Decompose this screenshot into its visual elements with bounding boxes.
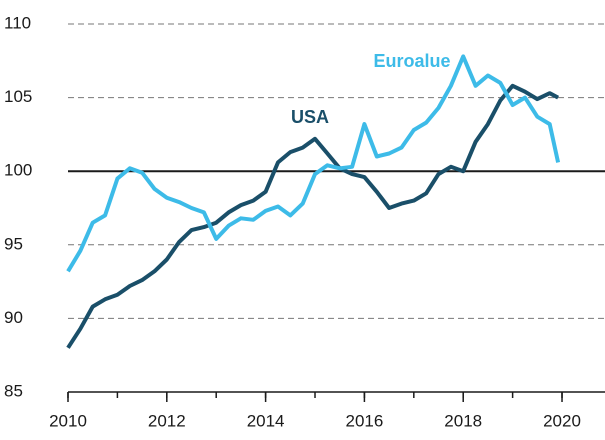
x-tick-label: 2016: [345, 411, 383, 430]
y-tick-label: 100: [4, 161, 32, 180]
series-line: [66, 54, 561, 273]
x-tick-label: 2018: [444, 411, 482, 430]
x-tick-label: 2014: [247, 411, 285, 430]
y-tick-label: 110: [4, 13, 31, 32]
x-tick-label: 2012: [148, 411, 186, 430]
series-line: [66, 83, 560, 349]
series-label: Euroalue: [373, 51, 450, 71]
y-tick-label: 95: [4, 234, 23, 253]
x-tick-label: 2020: [543, 411, 581, 430]
series-label: USA: [291, 107, 329, 127]
y-tick-label: 90: [4, 308, 23, 327]
y-tick-label: 105: [4, 87, 32, 106]
y-tick-label: 85: [4, 381, 23, 400]
x-tick-label: 2010: [49, 411, 87, 430]
